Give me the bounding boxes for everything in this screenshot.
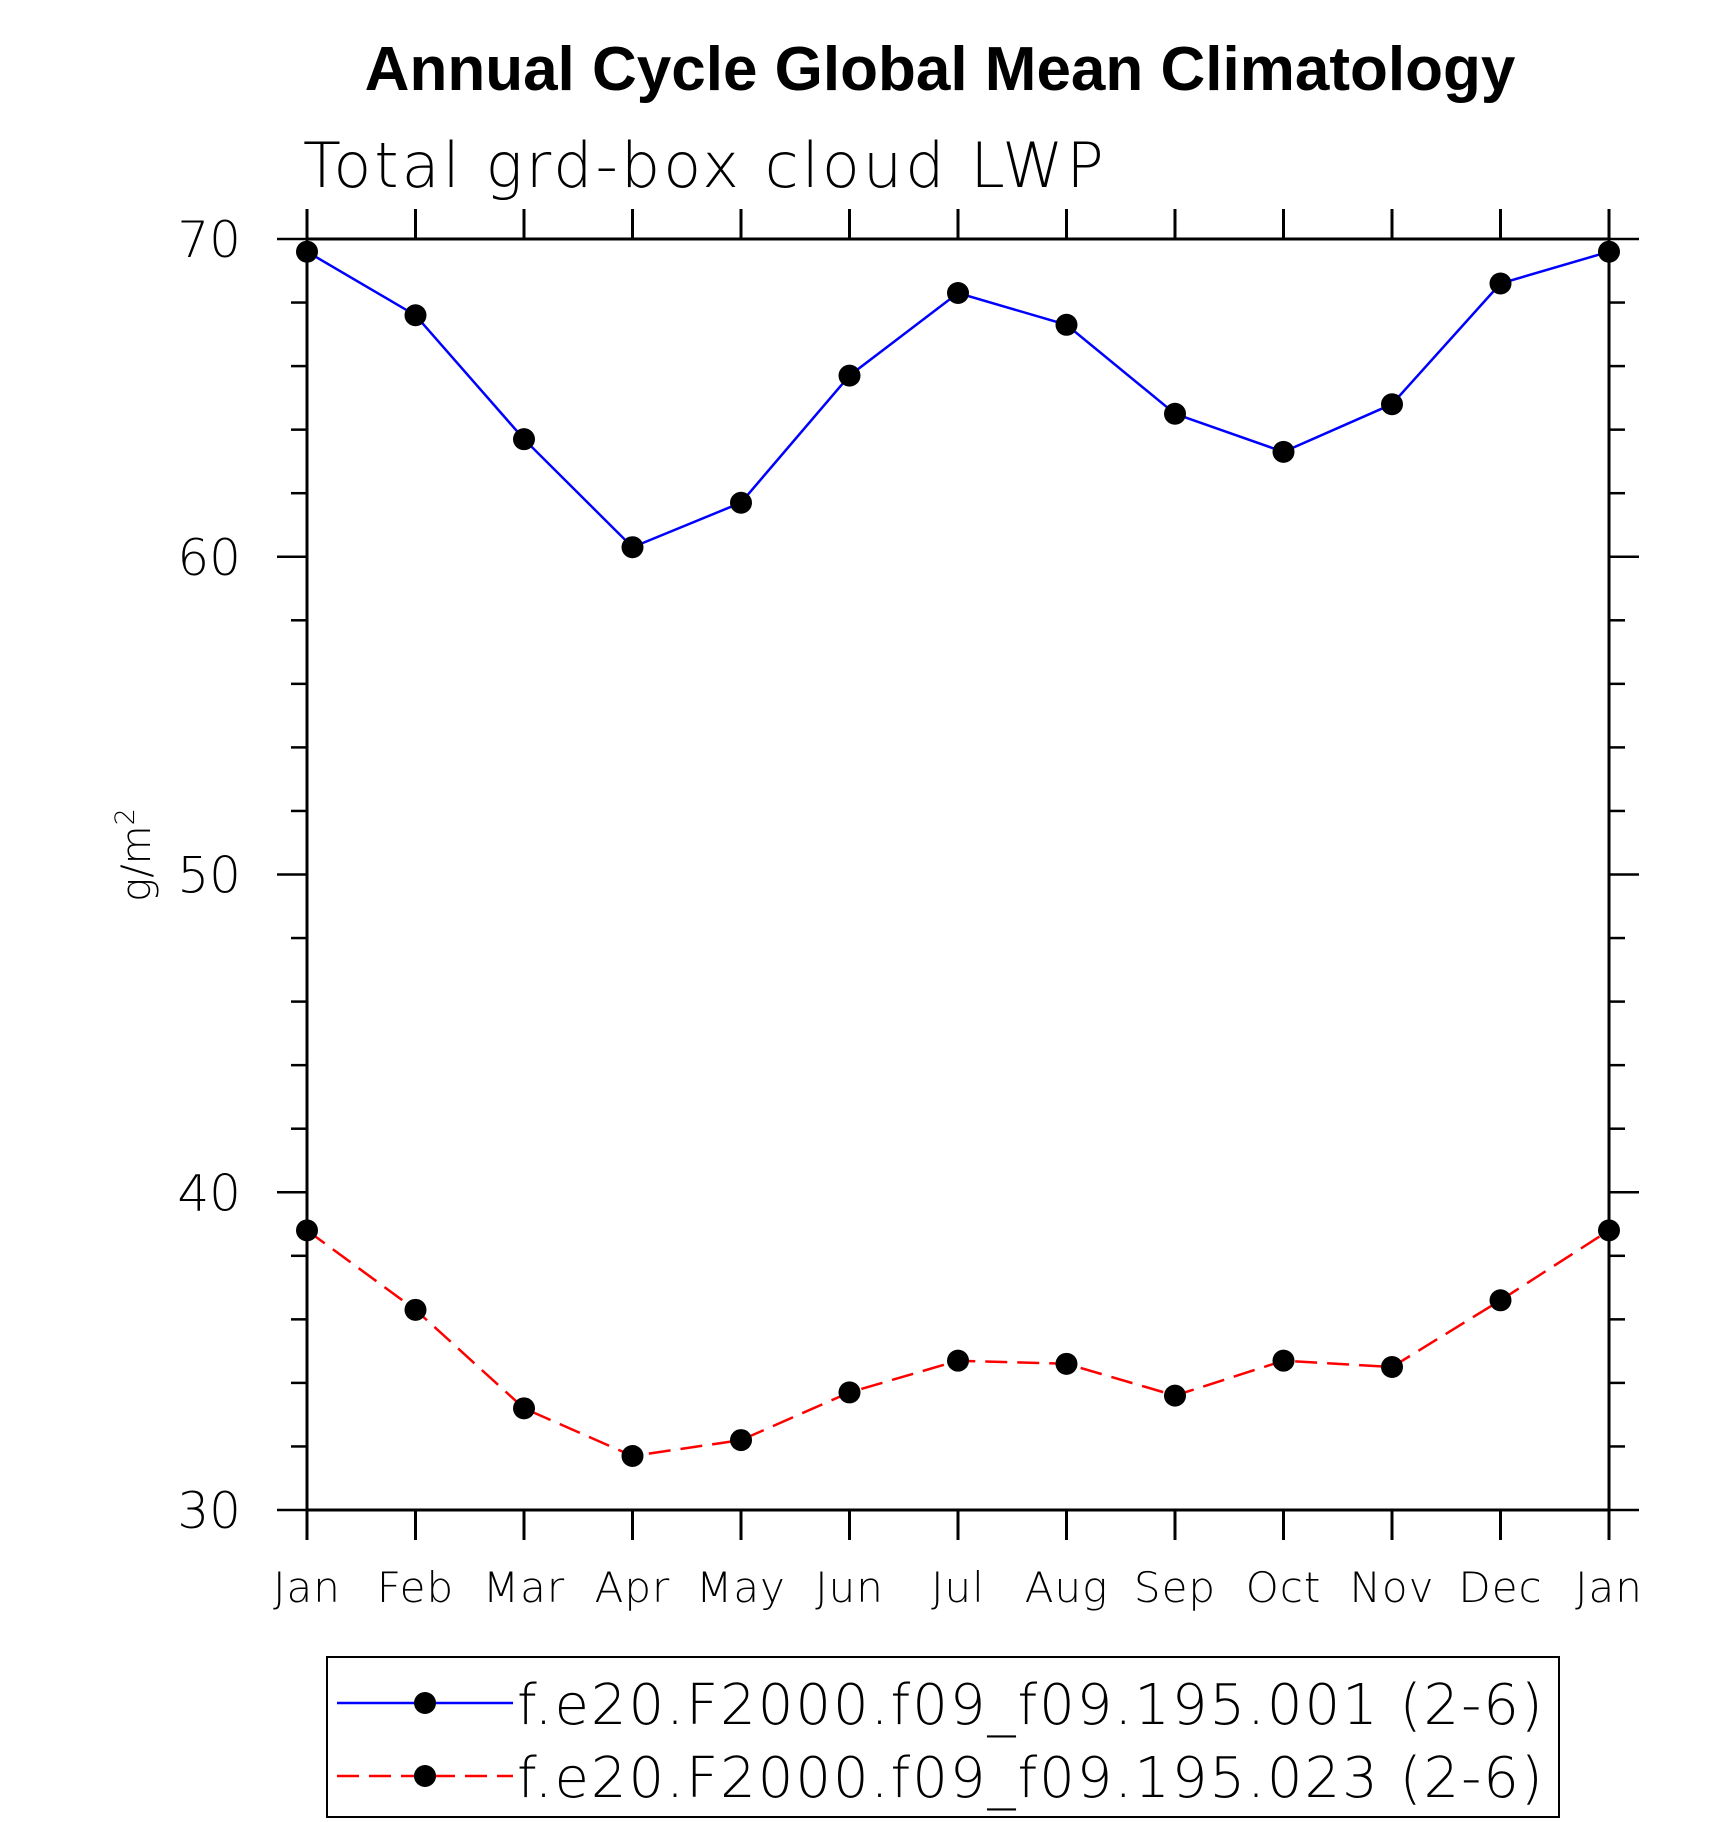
legend-label-1: f.e20.F2000.f09_f09.195.001 (2-6)	[517, 1673, 1545, 1738]
y-axis-label: g/m2	[110, 808, 160, 902]
series-1-point	[947, 282, 969, 305]
x-tick-label: Nov	[1350, 1563, 1435, 1612]
series-1-point	[730, 491, 752, 514]
series-1-point	[296, 240, 318, 263]
series-2-point	[1381, 1356, 1403, 1379]
x-tick-label: Jan	[273, 1563, 341, 1612]
series-2-point	[947, 1349, 969, 1372]
x-tick-label: Jul	[931, 1563, 985, 1612]
y-tick-label: 60	[177, 529, 241, 587]
series-2-point	[730, 1429, 752, 1452]
series-2-point	[1055, 1352, 1078, 1375]
series-2-point	[621, 1444, 644, 1467]
x-tick-label: Feb	[377, 1563, 454, 1612]
x-tick-label: Jan	[1575, 1563, 1643, 1612]
y-tick-labels: 30 40 50 60 70	[177, 211, 241, 1540]
series-2-point	[838, 1381, 861, 1404]
plot-frame	[305, 237, 1611, 1512]
y-tick-label: 40	[177, 1164, 241, 1222]
series-2-point	[1489, 1289, 1512, 1312]
tick-marks	[277, 209, 1639, 1540]
legend: f.e20.F2000.f09_f09.195.001 (2-6) f.e20.F…	[326, 1656, 1560, 1818]
series-1-point	[1381, 393, 1403, 416]
x-tick-labels: Jan Feb Mar Apr May Jun Jul Aug Sep Oct Nov Dec Jan	[273, 1563, 1643, 1612]
series-1-point	[1055, 313, 1078, 336]
x-tick-label: Aug	[1025, 1563, 1109, 1612]
series-2-point	[1598, 1219, 1620, 1242]
series-2-point	[404, 1298, 427, 1321]
series-1-point	[1598, 240, 1620, 263]
series-2	[296, 1219, 1620, 1467]
ylabel-main: g/m	[114, 825, 160, 901]
x-tick-label: Dec	[1458, 1563, 1542, 1612]
series-1-point	[1164, 402, 1186, 425]
series-1-point	[404, 304, 427, 327]
chart-title: Annual Cycle Global Mean Climatology	[365, 35, 1516, 104]
x-tick-label: May	[696, 1563, 786, 1612]
x-tick-label: Apr	[595, 1563, 671, 1612]
series-2-point	[513, 1397, 535, 1420]
x-tick-label: Oct	[1246, 1563, 1322, 1612]
series-1-point	[1489, 272, 1512, 295]
y-tick-label: 50	[177, 847, 241, 905]
chart-subtitle: Total grd-box cloud LWP	[303, 129, 1107, 202]
series-2-point	[1272, 1349, 1295, 1372]
ylabel-superscript: 2	[110, 808, 141, 825]
x-tick-label: Sep	[1134, 1563, 1216, 1612]
legend-box	[326, 1656, 1560, 1818]
series-layer	[296, 240, 1620, 1467]
series-1	[296, 240, 1620, 559]
x-tick-label: Mar	[483, 1563, 565, 1612]
legend-marker-1	[414, 1692, 436, 1714]
series-2-point	[296, 1219, 318, 1242]
y-tick-label: 30	[177, 1482, 241, 1540]
series-2-line	[306, 1229, 1610, 1458]
plot-border	[305, 237, 1611, 1512]
series-1-point	[838, 364, 861, 387]
legend-label-2: f.e20.F2000.f09_f09.195.023 (2-6)	[517, 1746, 1545, 1811]
x-tick-label: Jun	[815, 1563, 884, 1612]
y-tick-label: 70	[177, 211, 241, 269]
series-1-point	[1272, 440, 1295, 463]
series-1-point	[621, 536, 644, 559]
series-1-point	[513, 428, 535, 451]
series-2-point	[1164, 1384, 1186, 1407]
legend-marker-2	[414, 1765, 436, 1787]
